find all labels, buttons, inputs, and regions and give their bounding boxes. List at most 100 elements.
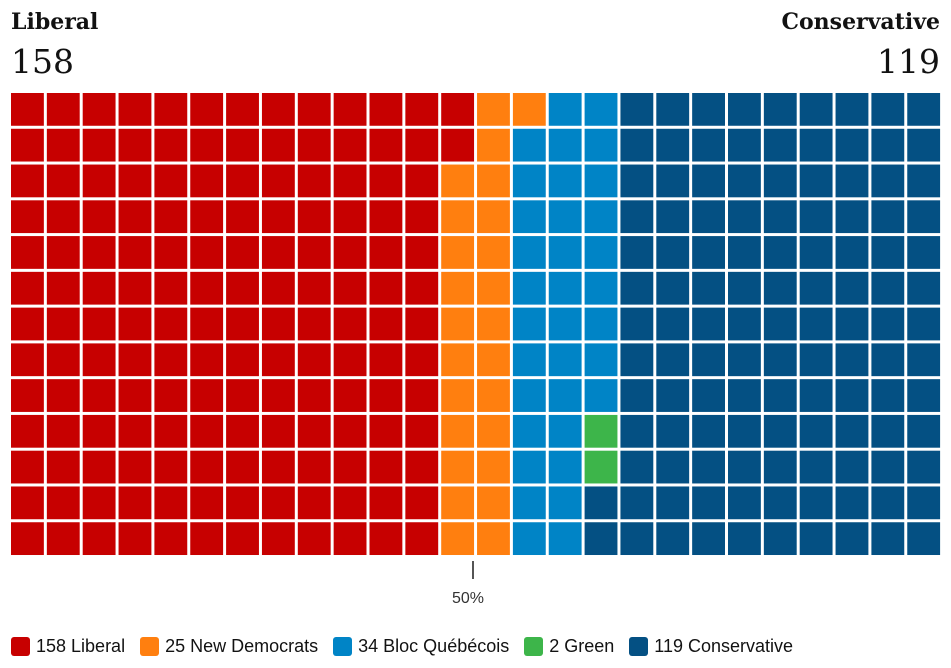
seat-cell-ndp — [441, 522, 475, 556]
seat-cell-bloc — [584, 236, 618, 269]
seat-cell-bloc — [512, 450, 546, 484]
seat-cell-conservative — [871, 414, 905, 448]
seat-cell-liberal — [190, 164, 224, 198]
seat-cell-conservative — [692, 200, 725, 234]
seat-cell-conservative — [799, 522, 833, 556]
seat-cell-ndp — [441, 379, 475, 412]
seat-cell-ndp — [477, 379, 510, 412]
seat-cell-conservative — [799, 128, 833, 162]
seat-cell-bloc — [584, 307, 618, 341]
seat-cell-conservative — [799, 271, 833, 305]
seat-cell-liberal — [226, 271, 259, 305]
seat-cell-bloc — [548, 271, 582, 305]
seat-cell-liberal — [190, 379, 224, 412]
seat-cell-liberal — [261, 450, 295, 484]
seat-cell-liberal — [82, 271, 116, 305]
seat-cell-liberal — [297, 450, 331, 484]
seat-cell-conservative — [907, 271, 941, 305]
seat-cell-conservative — [728, 271, 761, 305]
seat-cell-liberal — [154, 450, 188, 484]
seat-cell-liberal — [118, 343, 152, 377]
seat-cell-liberal — [46, 271, 80, 305]
seat-cell-liberal — [190, 271, 224, 305]
seat-cell-green — [584, 450, 618, 484]
seat-waffle-chart — [11, 93, 941, 556]
seat-cell-conservative — [835, 450, 869, 484]
seat-cell-liberal — [154, 343, 188, 377]
seat-cell-liberal — [369, 271, 403, 305]
seat-cell-ndp — [441, 343, 475, 377]
seat-cell-liberal — [261, 200, 295, 234]
seat-cell-conservative — [835, 379, 869, 412]
header-left: Liberal 158 — [11, 8, 98, 82]
seat-cell-liberal — [46, 236, 80, 269]
seat-cell-liberal — [11, 379, 44, 412]
seat-cell-liberal — [46, 414, 80, 448]
seat-cell-bloc — [584, 164, 618, 198]
seat-cell-liberal — [82, 93, 116, 126]
seat-cell-conservative — [620, 307, 654, 341]
second-party-name: Conservative — [781, 9, 941, 35]
seat-cell-liberal — [333, 128, 367, 162]
seat-cell-ndp — [477, 164, 510, 198]
seat-cell-liberal — [11, 236, 44, 269]
seat-cell-conservative — [656, 128, 690, 162]
seat-cell-conservative — [656, 271, 690, 305]
seat-cell-conservative — [620, 93, 654, 126]
seat-cell-conservative — [799, 200, 833, 234]
seat-cell-conservative — [728, 307, 761, 341]
seat-cell-liberal — [190, 307, 224, 341]
leading-party-name: Liberal — [11, 9, 99, 35]
seat-cell-liberal — [261, 236, 295, 269]
seat-cell-liberal — [226, 486, 259, 520]
seat-cell-conservative — [728, 93, 761, 126]
seat-cell-conservative — [799, 379, 833, 412]
seat-cell-liberal — [82, 379, 116, 412]
seat-cell-bloc — [548, 522, 582, 556]
seat-cell-liberal — [333, 307, 367, 341]
seat-cell-liberal — [82, 414, 116, 448]
seat-cell-conservative — [692, 379, 725, 412]
seat-cell-bloc — [548, 236, 582, 269]
second-party-count: 119 — [877, 42, 940, 81]
seat-cell-conservative — [763, 522, 797, 556]
seat-cell-conservative — [799, 307, 833, 341]
seat-cell-conservative — [728, 343, 761, 377]
seat-cell-conservative — [692, 450, 725, 484]
seat-cell-liberal — [369, 450, 403, 484]
seat-cell-liberal — [82, 164, 116, 198]
seat-cell-bloc — [548, 200, 582, 234]
seat-cell-liberal — [261, 343, 295, 377]
seat-cell-bloc — [512, 271, 546, 305]
seat-cell-conservative — [871, 271, 905, 305]
seat-cell-bloc — [512, 164, 546, 198]
seat-cell-liberal — [11, 200, 44, 234]
seat-cell-conservative — [871, 450, 905, 484]
seat-cell-conservative — [656, 522, 690, 556]
majority-marker-line — [472, 561, 474, 579]
seat-cell-liberal — [333, 93, 367, 126]
seat-cell-liberal — [46, 379, 80, 412]
seat-cell-liberal — [11, 486, 44, 520]
seat-cell-conservative — [763, 271, 797, 305]
seat-cell-liberal — [333, 236, 367, 269]
seat-cell-bloc — [512, 414, 546, 448]
seat-cell-conservative — [799, 93, 833, 126]
seat-cell-liberal — [226, 450, 259, 484]
seat-cell-liberal — [441, 128, 475, 162]
seat-cell-conservative — [692, 93, 725, 126]
seat-cell-conservative — [763, 450, 797, 484]
seat-cell-liberal — [261, 522, 295, 556]
seat-cell-bloc — [548, 307, 582, 341]
seat-cell-liberal — [369, 486, 403, 520]
seat-cell-liberal — [11, 128, 44, 162]
legend-label-green: 2 Green — [549, 636, 615, 656]
seat-cell-liberal — [226, 379, 259, 412]
seat-cell-liberal — [190, 236, 224, 269]
seat-cell-liberal — [226, 93, 259, 126]
seat-cell-conservative — [907, 343, 941, 377]
seat-cell-liberal — [405, 343, 439, 377]
seat-cell-conservative — [656, 379, 690, 412]
seat-cell-conservative — [907, 307, 941, 341]
seat-cell-conservative — [620, 236, 654, 269]
